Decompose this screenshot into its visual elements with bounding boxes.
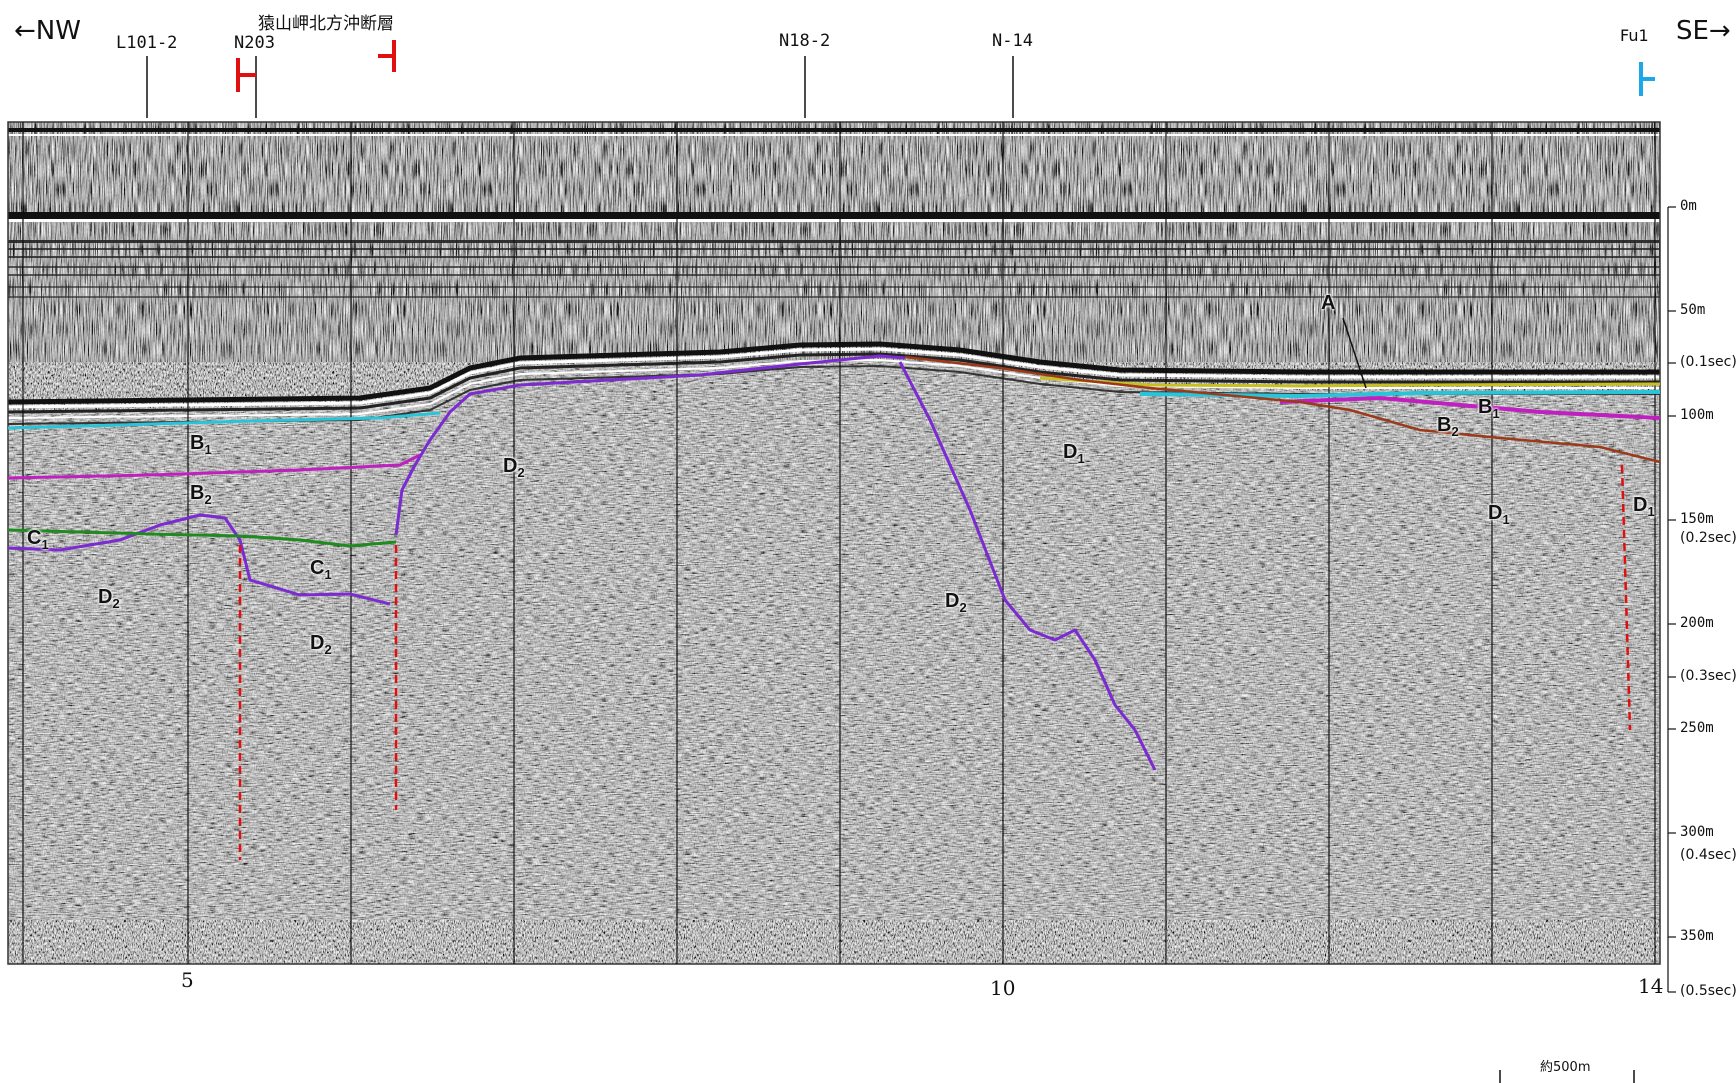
d-purple-steep — [898, 361, 1157, 771]
scale-label: 約500m — [1540, 1060, 1591, 1075]
seabed-cyan-horizon — [7, 411, 441, 430]
twt-0-4sec: (0.4sec) — [1680, 847, 1736, 863]
unit-d1-mid: D1 — [1063, 441, 1085, 466]
shot-point-14: 14 — [1638, 974, 1664, 998]
water-column-bands — [8, 128, 1660, 298]
depth-50m: 50m — [1680, 302, 1706, 318]
d-top-purple-slope — [394, 354, 906, 536]
shot-lines — [22, 122, 1656, 964]
unit-d2-left: D2 — [98, 586, 120, 611]
unit-b2-right: B2 — [1437, 414, 1459, 439]
horizons — [7, 354, 1661, 771]
unit-c1-basin: C1 — [310, 557, 332, 582]
unit-b1-left: B1 — [190, 432, 212, 457]
depth-100m: 100m — [1680, 407, 1714, 423]
fu1-label: Fu1 — [1620, 26, 1649, 45]
d-top-purple — [7, 513, 391, 606]
depth-200m: 200m — [1680, 615, 1714, 631]
unit-d2-right: D2 — [945, 590, 967, 615]
fu1-marker — [1639, 62, 1655, 96]
twt-0-5sec: (0.5sec) — [1680, 983, 1736, 999]
b2-base-brown — [904, 355, 1661, 464]
unit-b2-left: B2 — [190, 482, 212, 507]
depth-150m: 150m — [1680, 511, 1714, 527]
unit-d2-basin: D2 — [310, 632, 332, 657]
seismic-image — [8, 122, 1660, 964]
depth-350m: 350m — [1680, 928, 1714, 944]
b1-base-magenta — [7, 453, 421, 480]
a-leader-line — [1342, 317, 1367, 389]
twt-0-2sec: (0.2sec) — [1680, 530, 1736, 546]
crossing-line-ticks — [146, 56, 1014, 118]
twt-0-3sec: (0.3sec) — [1680, 668, 1736, 684]
depth-axis — [1667, 206, 1676, 993]
unit-c1-left: C1 — [27, 527, 49, 552]
direction-left: ←NW — [14, 16, 81, 46]
shot-point-10: 10 — [990, 976, 1016, 1000]
b1-base-magenta-right — [1279, 396, 1661, 420]
depth-0m: 0m — [1680, 198, 1697, 214]
unit-b1-right: B1 — [1478, 396, 1500, 421]
unit-a: A — [1321, 292, 1336, 314]
fault-marker-left — [236, 58, 256, 92]
fault-lines — [238, 464, 1632, 860]
crossing-line-l101-2: L101-2 — [116, 33, 178, 53]
panel-frame — [7, 121, 1661, 965]
fault-name-label: 猿山岬北方沖断層 — [258, 14, 394, 34]
depth-300m: 300m — [1680, 824, 1714, 840]
fault-markers — [236, 40, 1655, 96]
depth-250m: 250m — [1680, 720, 1714, 736]
seabed-reflector — [8, 341, 1660, 425]
crossing-line-n18-2: N18-2 — [779, 31, 831, 51]
twt-0-1sec: (0.1sec) — [1680, 354, 1736, 370]
c1-base-green — [7, 528, 397, 548]
direction-right: SE→ — [1676, 16, 1731, 46]
fault-line-3 — [1620, 464, 1632, 731]
unit-d1-far-right: D1 — [1633, 494, 1655, 519]
shot-point-5: 5 — [181, 968, 194, 992]
unit-d2-mid: D2 — [503, 455, 525, 480]
crossing-line-n203: N203 — [234, 33, 275, 53]
fault-marker-right — [378, 40, 396, 72]
unit-d1-right: D1 — [1488, 502, 1510, 527]
crossing-line-n-14: N-14 — [992, 31, 1033, 51]
scale-bar — [1499, 1070, 1635, 1083]
